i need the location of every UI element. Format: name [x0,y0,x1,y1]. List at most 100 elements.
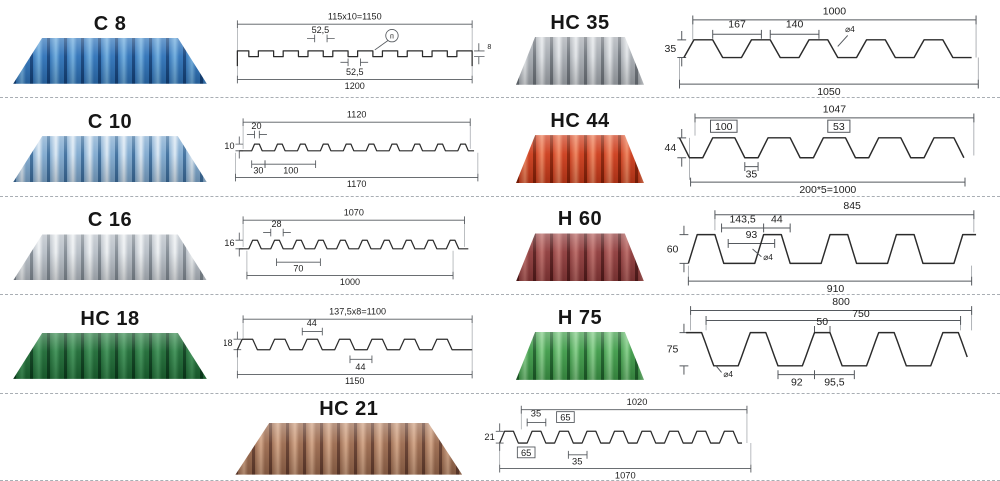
dim-height: 18 [224,338,233,348]
profile-card-h60: H 60 845 143,5 44 93 60 ⌀4 [500,197,1000,294]
dim-dia: ⌀4 [763,252,773,262]
drawing-c10: 1120 20 10 30 100 1170 [220,105,500,189]
sheet-render-c8 [13,37,207,84]
dim-cover: 845 [843,200,861,212]
sheet-render-h60 [516,233,644,282]
profile-title-c16: C 16 [87,209,133,232]
dim-height: 60 [667,243,679,255]
dim-span: 115x10=1150 [328,11,382,21]
dim-overall: 1170 [347,179,366,189]
row-3: C 16 1070 28 16 70 1000 [0,197,1000,296]
profile-section-h60 [687,233,977,264]
dim-cover: 1047 [823,104,847,116]
dim-pitch-bottom: 52,5 [346,66,364,76]
dim-a: 143,5 [729,213,755,225]
row-4: HC 18 137,5x8=1100 44 18 44 1150 [0,295,1000,394]
dim-crest: 35 [530,408,540,418]
profile-card-hc44: HC 44 1047 100 53 44 35 [500,98,1000,196]
dim-span: 137,5x8=1100 [329,306,386,316]
drawing-svg-c16: 1070 28 16 70 1000 [224,208,469,288]
sheet-render-hc21 [235,422,463,475]
sheet-render-h75 [516,331,644,380]
profile-card-h75: H 75 800 750 50 75 ⌀4 [500,295,1000,392]
profile-title-hc18: HC 18 [80,307,140,330]
dim-thickness: 8 [487,43,491,51]
drawing-hc18: 137,5x8=1100 44 18 44 1150 [220,302,500,386]
photo-block-hc44: HC 44 [500,110,660,184]
profile-card-c16: C 16 1070 28 16 70 1000 [0,197,500,294]
row-5: HC 21 1020 35 65 21 65 [0,394,1000,481]
dim-pitch-top: 52,5 [312,24,330,34]
profile-title-c10: C 10 [87,111,133,134]
drawing-svg-hc21: 1020 35 65 21 65 35 1070 [484,396,751,480]
dim-overall: 910 [827,283,845,294]
sheet-render-hc18 [13,332,207,379]
dim-b: 53 [833,121,845,133]
dim-dia: ⌀4 [723,369,733,379]
dim-box-bottom: 65 [521,447,531,457]
dim-crest: 50 [816,316,828,328]
dim-rib: 30 [253,166,263,176]
photo-block-hc21: HC 21 [220,397,478,475]
photo-block-c10: C 10 [0,111,220,183]
dim-mark: п [390,32,394,40]
row-2: C 10 1120 20 10 30 100 [0,98,1000,197]
dim-cover: 1120 [347,109,366,119]
dim-crest: 28 [271,219,281,229]
drawing-svg-hc44: 1047 100 53 44 35 200*5=1000 [665,104,975,196]
dim-c: 93 [746,229,758,241]
dim-valley: 44 [355,362,365,372]
dim-inner: 750 [852,308,870,320]
drawing-hc44: 1047 100 53 44 35 200*5=1000 [660,98,1000,196]
dim-overall: 1050 [817,86,841,97]
dim-pitch: 70 [293,264,303,274]
dim-a: 100 [715,121,733,133]
dim-height: 10 [224,141,234,151]
profile-section-hc18 [236,338,473,351]
sheet-render-c16 [13,234,207,281]
dim-valley: 35 [572,456,582,466]
photo-block-c16: C 16 [0,209,220,281]
drawing-c16: 1070 28 16 70 1000 [220,203,500,287]
dim-overall: 1200 [345,81,365,91]
drawing-svg-c8: 115x10=1150 52,5 п 8 52,5 1200 [236,11,491,91]
profile-title-hc35: HC 35 [550,11,610,34]
profile-card-c10: C 10 1120 20 10 30 100 [0,98,500,195]
dim-height: 16 [224,238,234,248]
drawing-h75: 800 750 50 75 ⌀4 92 95,5 [660,295,1000,392]
dim-cover: 1020 [626,396,647,406]
profile-section-hc44 [678,137,965,159]
drawing-c8: 115x10=1150 52,5 п 8 52,5 1200 [220,7,500,91]
row-1: C 8 115x10=1150 52,5 п 8 52,5 [0,0,1000,99]
drawing-svg-h60: 845 143,5 44 93 60 ⌀4 910 [667,200,977,294]
profile-card-hc21: HC 21 1020 35 65 21 65 [220,394,780,480]
dim-height: 44 [665,142,677,154]
drawing-svg-h75: 800 750 50 75 ⌀4 92 95,5 [667,296,973,389]
dim-crest: 20 [251,121,261,131]
profile-title-hc44: HC 44 [550,110,610,133]
dim-height: 75 [667,344,679,356]
dim-overall: 1000 [340,278,360,288]
profile-title-hc21: HC 21 [319,397,379,420]
dim-b: 44 [771,213,783,225]
dim-valley: 35 [746,169,758,181]
dim-height: 21 [484,432,494,442]
drawing-hc21: 1020 35 65 21 65 35 1070 [478,394,780,480]
photo-block-c8: C 8 [0,12,220,84]
profile-card-c8: C 8 115x10=1150 52,5 п 8 52,5 [0,0,500,97]
sheet-render-hc35 [516,36,644,85]
profile-section-hc21 [498,430,742,444]
drawing-svg-hc18: 137,5x8=1100 44 18 44 1150 [224,306,473,386]
profile-section-c10 [239,143,475,152]
dim-overall: 1150 [345,376,364,386]
dim-overall: 1070 [615,470,636,480]
dim-dia: ⌀4 [845,24,855,34]
drawing-hc35: 1000 167 140 ⌀4 35 1050 [660,0,1000,97]
profile-title-c8: C 8 [93,12,127,35]
photo-block-h60: H 60 [500,209,660,282]
profile-title-h75: H 75 [557,306,603,329]
drawing-svg-hc35: 1000 167 140 ⌀4 35 1050 [665,5,979,97]
dim-overall: 200*5=1000 [799,185,856,196]
sheet-render-c10 [13,136,207,183]
